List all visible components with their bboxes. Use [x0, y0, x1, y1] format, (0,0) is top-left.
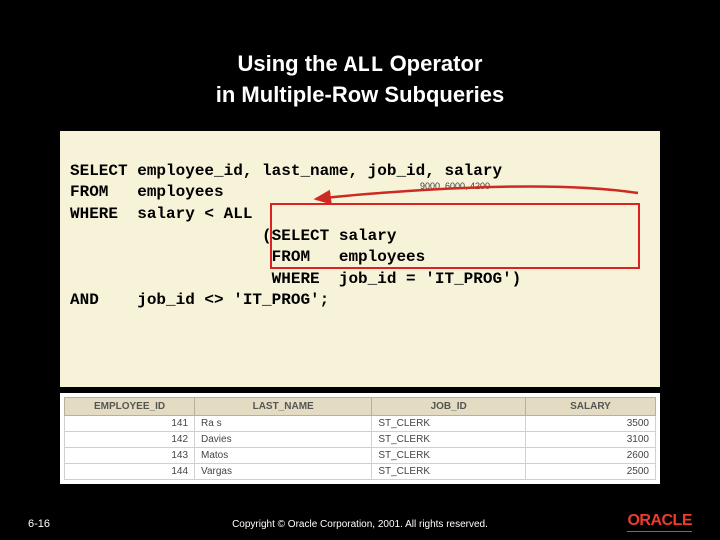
code-l1: SELECT employee_id, last_name, job_id, s…: [70, 162, 502, 180]
copyright-text: Copyright © Oracle Corporation, 2001. Al…: [0, 519, 720, 530]
callout-values: 9000, 6000, 4200: [420, 180, 490, 192]
table-row: 141Ra sST_CLERK3500: [65, 415, 656, 431]
title-pre: Using the: [238, 51, 344, 76]
oracle-logo: ORACLE: [627, 512, 692, 532]
cell: 142: [65, 431, 195, 447]
col-last_name: LAST_NAME: [195, 397, 372, 415]
code-l7: AND job_id <> 'IT_PROG';: [70, 291, 329, 309]
code-l3: WHERE salary < ALL: [70, 205, 252, 223]
col-employee_id: EMPLOYEE_ID: [65, 397, 195, 415]
title-post: Operator: [383, 51, 482, 76]
cell: 2600: [525, 447, 655, 463]
cell: Vargas: [195, 463, 372, 479]
table-header-row: EMPLOYEE_IDLAST_NAMEJOB_IDSALARY: [65, 397, 656, 415]
col-job_id: JOB_ID: [372, 397, 526, 415]
result-panel: EMPLOYEE_IDLAST_NAMEJOB_IDSALARY 141Ra s…: [60, 393, 660, 484]
code-l2: FROM employees: [70, 183, 224, 201]
title-operator: ALL: [344, 53, 384, 78]
table-body: 141Ra sST_CLERK3500142DaviesST_CLERK3100…: [65, 415, 656, 479]
result-table: EMPLOYEE_IDLAST_NAMEJOB_IDSALARY 141Ra s…: [64, 397, 656, 480]
cell: Davies: [195, 431, 372, 447]
title-line2: in Multiple-Row Subqueries: [216, 82, 504, 107]
table-row: 144VargasST_CLERK2500: [65, 463, 656, 479]
cell: 3500: [525, 415, 655, 431]
logo-text: ORACLE: [627, 512, 692, 529]
cell: ST_CLERK: [372, 431, 526, 447]
cell: 3100: [525, 431, 655, 447]
sql-code-block: SELECT employee_id, last_name, job_id, s…: [60, 131, 660, 387]
cell: 144: [65, 463, 195, 479]
footer: 6-16 Copyright © Oracle Corporation, 200…: [0, 510, 720, 532]
cell: 143: [65, 447, 195, 463]
cell: 141: [65, 415, 195, 431]
cell: ST_CLERK: [372, 463, 526, 479]
cell: 2500: [525, 463, 655, 479]
code-l6: WHERE job_id = 'IT_PROG'): [70, 270, 521, 288]
table-row: 142DaviesST_CLERK3100: [65, 431, 656, 447]
subquery-highlight-box: [270, 203, 640, 269]
slide-title: Using the ALL Operator in Multiple-Row S…: [0, 0, 720, 109]
table-row: 143MatosST_CLERK2600: [65, 447, 656, 463]
cell: ST_CLERK: [372, 415, 526, 431]
col-salary: SALARY: [525, 397, 655, 415]
cell: Ra s: [195, 415, 372, 431]
cell: Matos: [195, 447, 372, 463]
cell: ST_CLERK: [372, 447, 526, 463]
